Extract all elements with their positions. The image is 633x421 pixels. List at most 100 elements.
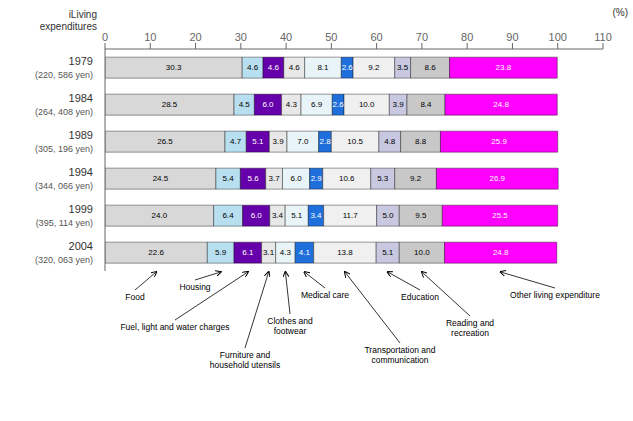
svg-text:11.7: 11.7 (343, 211, 359, 220)
svg-text:24.5: 24.5 (153, 174, 169, 183)
svg-text:10: 10 (144, 31, 156, 43)
svg-text:10.6: 10.6 (339, 174, 355, 183)
svg-text:2.6: 2.6 (342, 63, 354, 72)
svg-text:8.6: 8.6 (424, 63, 436, 72)
svg-text:4.3: 4.3 (286, 100, 298, 109)
svg-text:13.8: 13.8 (337, 248, 353, 257)
svg-text:10.5: 10.5 (347, 137, 363, 146)
svg-text:2004: 2004 (69, 240, 93, 252)
svg-text:110: 110 (594, 31, 612, 43)
svg-text:70: 70 (416, 31, 428, 43)
svg-text:Other living expenditure: Other living expenditure (510, 290, 600, 300)
svg-text:3.4: 3.4 (310, 211, 322, 220)
svg-text:recreation: recreation (451, 328, 489, 338)
svg-text:household utensils: household utensils (210, 360, 280, 370)
svg-text:30: 30 (235, 31, 247, 43)
svg-text:expenditures: expenditures (40, 21, 97, 32)
svg-text:Medical care: Medical care (301, 290, 349, 300)
svg-text:(264, 408 yen): (264, 408 yen) (35, 107, 93, 117)
svg-text:40: 40 (280, 31, 292, 43)
svg-text:10.0: 10.0 (414, 248, 430, 257)
svg-text:25.9: 25.9 (491, 137, 507, 146)
svg-text:23.8: 23.8 (496, 63, 512, 72)
svg-text:6.0: 6.0 (251, 211, 263, 220)
svg-text:4.5: 4.5 (239, 100, 251, 109)
svg-text:50: 50 (325, 31, 337, 43)
svg-text:(344, 066 yen): (344, 066 yen) (35, 181, 93, 191)
svg-text:24.8: 24.8 (493, 100, 509, 109)
svg-text:5.3: 5.3 (377, 174, 389, 183)
svg-text:Transportation and: Transportation and (364, 345, 435, 355)
svg-text:2.9: 2.9 (311, 174, 323, 183)
svg-text:Fuel, light and water charges: Fuel, light and water charges (120, 322, 229, 332)
svg-text:3.9: 3.9 (393, 100, 405, 109)
svg-text:Furniture and: Furniture and (220, 350, 271, 360)
svg-text:7.0: 7.0 (297, 137, 309, 146)
svg-text:Housing: Housing (179, 282, 210, 292)
svg-text:5.4: 5.4 (223, 174, 235, 183)
svg-text:2.6: 2.6 (333, 100, 345, 109)
svg-text:1979: 1979 (69, 55, 93, 67)
svg-text:(305, 196 yen): (305, 196 yen) (35, 144, 93, 154)
svg-text:5.6: 5.6 (247, 174, 259, 183)
svg-text:4.1: 4.1 (299, 248, 311, 257)
svg-text:Reading and: Reading and (446, 318, 494, 328)
svg-text:1999: 1999 (69, 203, 93, 215)
svg-text:6.0: 6.0 (262, 100, 274, 109)
svg-text:4.8: 4.8 (384, 137, 396, 146)
svg-text:(220, 586 yen): (220, 586 yen) (35, 70, 93, 80)
svg-text:90: 90 (506, 31, 518, 43)
svg-text:10.0: 10.0 (359, 100, 375, 109)
svg-text:6.9: 6.9 (311, 100, 323, 109)
svg-text:4.6: 4.6 (247, 63, 259, 72)
svg-text:80: 80 (461, 31, 473, 43)
svg-text:(395, 114 yen): (395, 114 yen) (36, 218, 93, 228)
svg-text:4.6: 4.6 (268, 63, 280, 72)
svg-text:26.5: 26.5 (157, 137, 173, 146)
svg-text:24.8: 24.8 (493, 248, 509, 257)
svg-text:(320, 063 yen): (320, 063 yen) (35, 255, 93, 265)
svg-text:26.9: 26.9 (489, 174, 505, 183)
svg-text:100: 100 (549, 31, 567, 43)
svg-text:30.3: 30.3 (166, 63, 182, 72)
svg-text:1984: 1984 (69, 92, 93, 104)
svg-text:footwear: footwear (274, 326, 307, 336)
svg-text:9.2: 9.2 (410, 174, 422, 183)
svg-text:3.5: 3.5 (397, 63, 409, 72)
svg-text:25.5: 25.5 (492, 211, 508, 220)
svg-text:9.2: 9.2 (368, 63, 380, 72)
svg-text:4.3: 4.3 (280, 248, 292, 257)
svg-text:8.1: 8.1 (317, 63, 329, 72)
svg-text:4.7: 4.7 (230, 137, 242, 146)
svg-text:6.1: 6.1 (242, 248, 254, 257)
svg-text:5.1: 5.1 (252, 137, 264, 146)
svg-text:2.8: 2.8 (319, 137, 331, 146)
svg-text:1994: 1994 (69, 166, 93, 178)
svg-text:3.4: 3.4 (272, 211, 284, 220)
svg-text:4.6: 4.6 (289, 63, 301, 72)
svg-text:Education: Education (401, 292, 439, 302)
svg-text:22.6: 22.6 (148, 248, 164, 257)
svg-text:5.1: 5.1 (382, 248, 394, 257)
svg-text:Clothes and: Clothes and (267, 316, 313, 326)
svg-text:8.8: 8.8 (415, 137, 427, 146)
svg-text:0: 0 (102, 31, 108, 43)
svg-text:9.5: 9.5 (415, 211, 427, 220)
svg-text:8.4: 8.4 (420, 100, 432, 109)
svg-text:Food: Food (125, 292, 145, 302)
svg-text:5.1: 5.1 (291, 211, 303, 220)
svg-text:60: 60 (371, 31, 383, 43)
svg-text:28.5: 28.5 (162, 100, 178, 109)
svg-text:6.4: 6.4 (223, 211, 235, 220)
svg-text:1989: 1989 (69, 129, 93, 141)
svg-text:communication: communication (371, 355, 428, 365)
svg-text:3.7: 3.7 (269, 174, 281, 183)
svg-text:5.9: 5.9 (215, 248, 227, 257)
svg-text:5.0: 5.0 (382, 211, 394, 220)
svg-text:3.9: 3.9 (273, 137, 285, 146)
svg-text:6.0: 6.0 (290, 174, 302, 183)
svg-text:(%): (%) (612, 7, 625, 18)
svg-text:3.1: 3.1 (263, 248, 275, 257)
svg-text:iLiving: iLiving (69, 9, 97, 20)
svg-text:24.0: 24.0 (152, 211, 168, 220)
